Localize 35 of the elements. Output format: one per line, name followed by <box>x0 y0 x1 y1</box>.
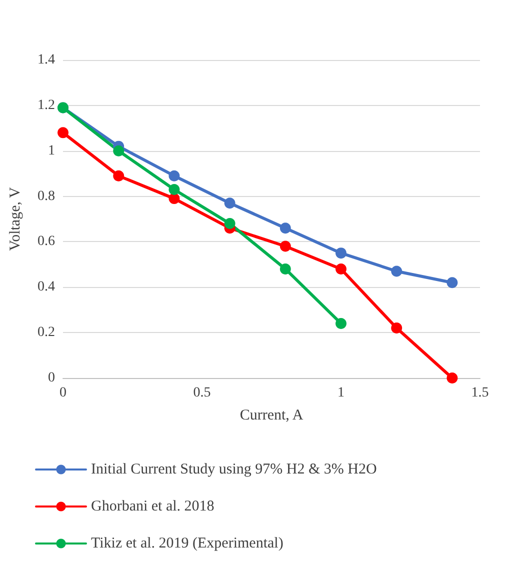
point <box>224 198 236 209</box>
x-tick-label: 1.5 <box>471 386 489 400</box>
point <box>336 318 346 329</box>
y-tick-label: 1.2 <box>38 98 55 113</box>
point <box>280 240 291 252</box>
point <box>336 263 346 274</box>
point <box>446 372 458 384</box>
point <box>113 145 124 156</box>
point <box>280 263 291 274</box>
point <box>168 184 180 195</box>
legend-label: Tikiz et al. 2019 (Experimental) <box>91 536 284 552</box>
y-tick-label: 0.2 <box>38 325 55 340</box>
x-tick-label: 0.5 <box>193 386 211 400</box>
y-tick-label: 0.8 <box>38 188 55 204</box>
point <box>391 266 402 277</box>
point <box>336 248 346 259</box>
y-tick-label: 1.4 <box>38 52 55 68</box>
legend-label: Ghorbani et al. 2018 <box>91 498 214 514</box>
x-tick-label: 0 <box>60 386 66 400</box>
x-tick-label: 1 <box>338 386 344 400</box>
y-tick-label: 0.6 <box>38 234 55 250</box>
y-axis-title: Voltage, V <box>8 187 24 251</box>
point <box>280 222 291 234</box>
point <box>168 193 180 204</box>
point <box>58 127 68 138</box>
y-tick-label: 1 <box>48 143 55 158</box>
point <box>168 170 180 182</box>
point <box>391 322 402 334</box>
point <box>446 277 458 288</box>
x-axis-title: Current, A <box>240 408 304 424</box>
point <box>113 170 124 182</box>
legend-label: Initial Current Study using 97% H2 & 3% H2O <box>91 462 377 478</box>
point <box>224 218 236 230</box>
y-tick-label: 0 <box>48 370 55 386</box>
y-tick-label: 0.4 <box>38 280 55 295</box>
